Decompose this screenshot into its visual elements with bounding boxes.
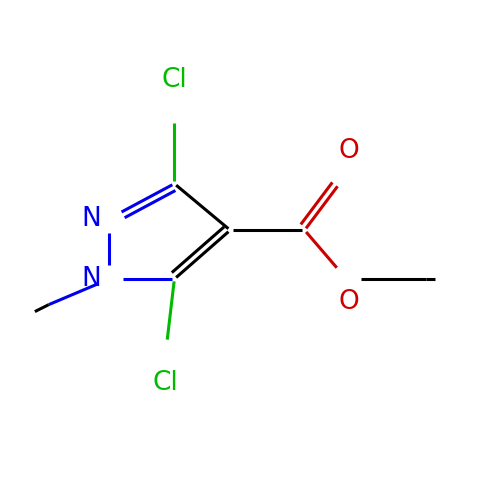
- Text: N: N: [81, 205, 101, 231]
- Text: Cl: Cl: [161, 67, 187, 93]
- Text: Cl: Cl: [152, 370, 178, 396]
- Text: O: O: [339, 289, 359, 315]
- Text: N: N: [81, 266, 101, 292]
- Text: O: O: [339, 138, 359, 164]
